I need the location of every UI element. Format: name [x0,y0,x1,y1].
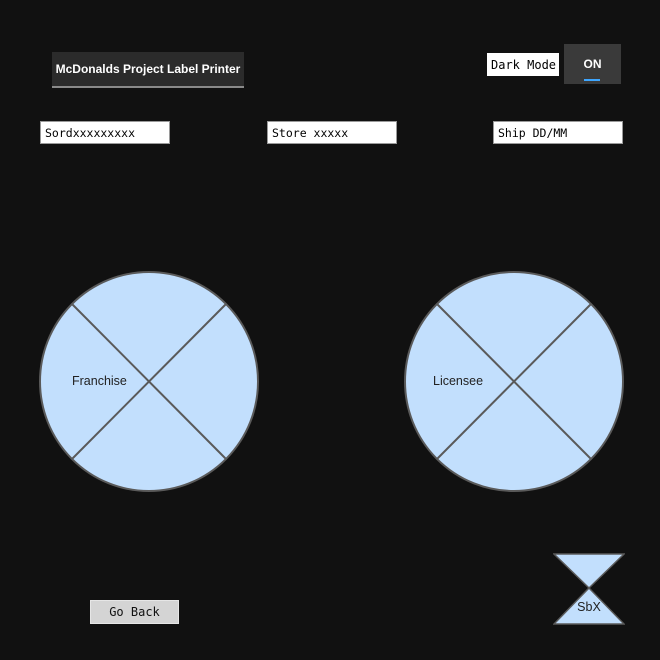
store-input[interactable] [267,121,397,144]
go-back-button[interactable]: Go Back [90,600,179,624]
franchise-label: Franchise [72,374,127,388]
toggle-indicator [584,79,600,81]
hourglass-icon [553,553,625,625]
dark-mode-label: Dark Mode [487,53,559,76]
dark-mode-toggle[interactable]: ON [564,44,621,84]
sord-input[interactable] [40,121,170,144]
sbx-label: SbX [577,600,601,614]
licensee-wheel-button[interactable]: Licensee [404,271,624,492]
app-title-button[interactable]: McDonalds Project Label Printer [52,52,244,88]
ship-date-input[interactable] [493,121,623,144]
licensee-label: Licensee [433,374,484,388]
franchise-wheel-shape [39,271,259,492]
franchise-wheel-button[interactable]: Franchise [39,271,259,492]
toggle-state-text: ON [583,57,602,71]
sbx-button[interactable]: SbX [553,553,625,625]
licensee-wheel-shape [404,271,624,492]
